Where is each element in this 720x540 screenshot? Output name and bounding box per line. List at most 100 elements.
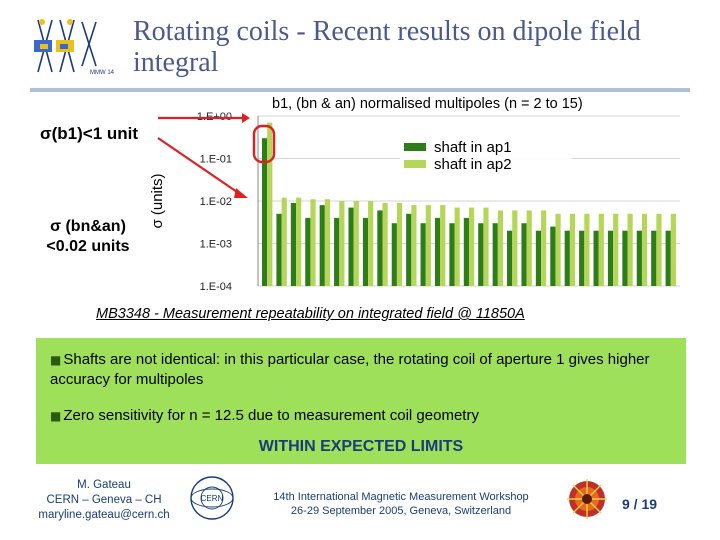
cern-logo: CERN	[188, 472, 236, 524]
mmw-workshop-logo: MMW 14	[30, 14, 122, 80]
chart-title: b1, (bn & an) normalised multipoles (n =…	[272, 96, 583, 112]
bar-ap1	[622, 230, 628, 286]
bar-ap2	[627, 213, 633, 286]
sigma-b1-annotation: σ(b1)<1 unit	[40, 124, 139, 143]
author-email: maryline.gateau@cern.ch	[38, 509, 170, 521]
bar-ap2	[656, 213, 662, 286]
bar-ap1	[290, 202, 297, 286]
bar-ap1	[636, 230, 642, 286]
bar-ap2	[613, 213, 619, 286]
sigma-bn-line2: <0.02 units	[46, 238, 130, 255]
bar-ap1	[478, 223, 484, 286]
legend-swatch	[404, 143, 426, 151]
chart-svg: σ (units)1.E+001.E-011.E-021.E-031.E-04 …	[149, 111, 680, 293]
bullet-2-text: Zero sensitivity for n = 12.5 due to mea…	[63, 407, 479, 424]
conclusion-text: WITHIN EXPECTED LIMITS	[258, 438, 464, 455]
arrowhead-b1	[242, 113, 250, 123]
bar-ap1	[348, 207, 354, 286]
page-number: 9 / 19	[622, 496, 658, 512]
bar-ap2	[396, 202, 403, 286]
arrowhead-bn	[234, 188, 248, 198]
bar-ap1	[535, 230, 542, 286]
bullet-1-text: Shafts are not identical: in this partic…	[50, 351, 650, 388]
multipole-bar-chart: σ (units)1.E+001.E-011.E-021.E-031.E-04 …	[149, 108, 686, 300]
bar-ap1	[651, 230, 657, 286]
bar-ap1	[579, 230, 585, 286]
bar-ap1	[276, 213, 282, 286]
bar-ap1	[334, 217, 340, 286]
bar-ap1	[550, 226, 556, 286]
bar-ap2	[281, 197, 287, 286]
arrow-bn	[157, 137, 241, 195]
bar-ap2	[411, 205, 417, 286]
bar-ap2	[670, 213, 676, 286]
bar-ap1	[507, 230, 513, 286]
bar-ap2	[310, 199, 316, 286]
bar-ap1	[262, 138, 268, 286]
bullet-1: ■ Shafts are not identical: in this parti…	[50, 350, 680, 389]
summary-box	[36, 338, 686, 464]
legend-label: shaft in ap2	[434, 156, 512, 173]
bar-ap2	[555, 213, 561, 286]
bar-ap2	[497, 210, 503, 286]
bar-ap1	[564, 230, 570, 286]
cern-logo-text: CERN	[201, 494, 224, 503]
sigma-bn-annotation: σ (bn&an) <0.02 units	[36, 217, 140, 257]
bar-ap1	[607, 230, 614, 286]
workshop-emblem-icon	[562, 478, 612, 520]
bar-ap1	[434, 217, 441, 286]
bar-ap1	[593, 230, 599, 286]
bullet-square-icon: ■	[50, 353, 62, 367]
bar-ap1	[305, 217, 311, 286]
author-org: CERN – Geneva – CH	[46, 494, 162, 506]
legend-label: shaft in ap1	[434, 139, 512, 156]
title-divider	[30, 88, 690, 92]
bar-ap1	[449, 223, 455, 286]
bar-ap1	[362, 217, 369, 286]
workshop-line1: 14th International Magnetic Measurement …	[273, 491, 529, 503]
bar-ap2	[339, 201, 345, 286]
bar-ap1	[492, 223, 498, 286]
bar-ap2	[267, 122, 273, 286]
bar-ap1	[406, 213, 412, 286]
bar-ap1	[319, 205, 325, 286]
bar-ap2	[526, 210, 532, 286]
bar-ap2	[483, 207, 489, 286]
bar-ap2	[440, 205, 446, 286]
bar-ap2	[569, 213, 576, 286]
logo-text: MMW 14	[90, 70, 115, 76]
y-tick-label: 1.E-01	[200, 154, 232, 166]
author-block: M. Gateau CERN – Geneva – CH maryline.ga…	[30, 478, 178, 523]
y-tick-label: 1.E-04	[200, 281, 232, 293]
bar-ap2	[512, 210, 518, 286]
bullet-square-icon: ■	[50, 409, 62, 423]
bar-ap2	[296, 197, 302, 286]
bullet-2: ■ Zero sensitivity for n = 12.5 due to me…	[50, 406, 680, 426]
bar-ap2	[641, 213, 648, 286]
legend-swatch	[404, 160, 426, 168]
bar-ap2	[468, 207, 475, 286]
author-name: M. Gateau	[77, 479, 131, 491]
bar-ap1	[420, 223, 426, 286]
workshop-info: 14th International Magnetic Measurement …	[256, 490, 546, 518]
bar-ap2	[382, 202, 388, 286]
bar-ap1	[391, 223, 397, 286]
legend-box	[400, 138, 572, 176]
bar-ap2	[324, 199, 331, 286]
bar-ap2	[584, 213, 590, 286]
bar-ap1	[377, 210, 383, 286]
y-tick-label: 1.E-02	[200, 196, 232, 208]
bar-ap2	[598, 213, 604, 286]
slide-title: Rotating coils - Recent results on dipol…	[133, 16, 641, 78]
highlight-ring	[252, 124, 276, 164]
y-axis-label: σ (units)	[150, 173, 166, 228]
sigma-bn-line1: σ (bn&an)	[50, 218, 126, 235]
bar-ap2	[425, 205, 431, 286]
bar-ap2	[541, 210, 547, 286]
bar-ap2	[368, 201, 374, 286]
bar-ap2	[454, 207, 460, 286]
y-tick-label: 1.E-03	[200, 239, 232, 251]
bar-ap1	[463, 217, 469, 286]
bar-ap1	[665, 230, 671, 286]
bar-ap1	[521, 223, 527, 286]
